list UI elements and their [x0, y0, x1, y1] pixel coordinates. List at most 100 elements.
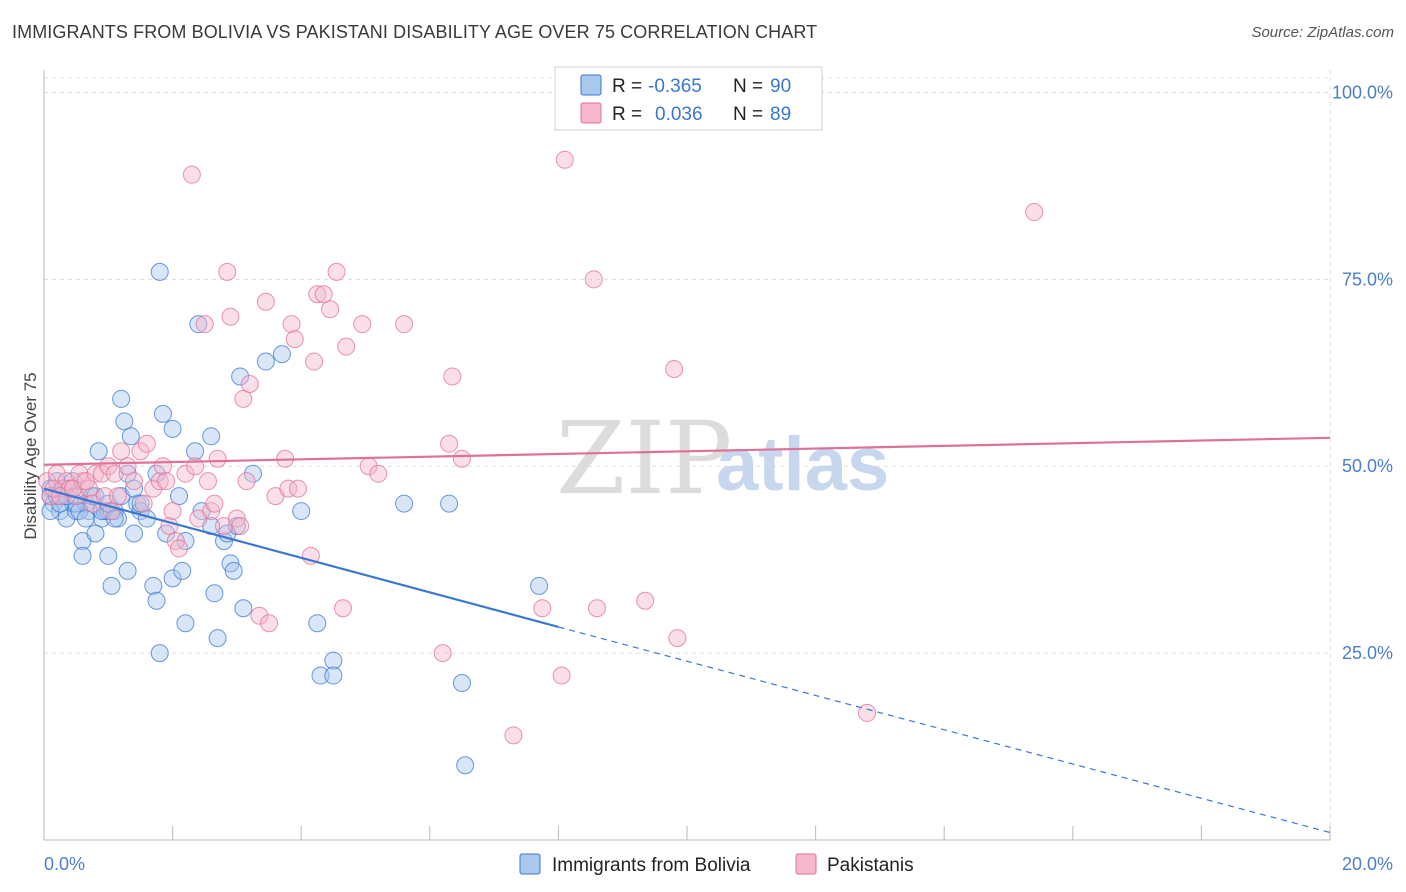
point-0-84 [125, 479, 144, 498]
point-1-53 [279, 479, 298, 498]
point-1-32 [182, 165, 201, 184]
point-0-65 [308, 614, 327, 633]
point-0-28 [118, 561, 137, 580]
point-1-73 [504, 726, 523, 745]
point-1-87 [70, 464, 89, 483]
point-0-86 [51, 494, 70, 513]
point-1-18 [118, 457, 137, 476]
point-1-24 [150, 472, 169, 491]
point-0-69 [395, 494, 414, 513]
trend-line-1 [43, 436, 1331, 466]
legend-n-value-pakistanis: 89 [770, 104, 791, 125]
point-1-78 [587, 599, 606, 618]
point-1-54 [282, 315, 301, 334]
point-0-29 [121, 427, 140, 446]
point-1-65 [353, 315, 372, 334]
y-tick-label-1: 50.0% [1342, 456, 1393, 476]
legend-swatch-pakistanis [580, 102, 602, 124]
watermark-zip: ZIP [556, 400, 732, 517]
point-1-31 [176, 464, 195, 483]
point-0-71 [452, 674, 471, 693]
point-0-38 [150, 262, 169, 281]
point-0-26 [115, 412, 134, 431]
point-1-64 [337, 337, 356, 356]
point-0-34 [144, 576, 163, 595]
point-1-35 [195, 315, 214, 334]
point-1-70 [440, 434, 459, 453]
point-0-57 [224, 561, 243, 580]
point-0-39 [153, 404, 172, 423]
point-1-56 [288, 479, 307, 498]
point-0-68 [324, 666, 343, 685]
point-1-13 [99, 457, 118, 476]
point-1-45 [234, 389, 253, 408]
chart-title: IMMIGRANTS FROM BOLIVIA VS PAKISTANI DIS… [12, 22, 818, 42]
point-0-67 [324, 651, 343, 670]
y-tick-labels: 25.0% 50.0% 75.0% 100.0% [1332, 82, 1393, 663]
trend-line-0 [43, 487, 559, 629]
trend-line-dashed-0 [558, 626, 1331, 834]
point-1-61 [321, 300, 340, 319]
point-0-63 [272, 345, 291, 364]
point-0-30 [125, 524, 144, 543]
watermark: ZIP atlas [556, 400, 889, 517]
point-1-60 [314, 285, 333, 304]
point-1-74 [533, 599, 552, 618]
y-tick-label-0: 25.0% [1342, 643, 1393, 663]
point-1-79 [636, 591, 655, 610]
point-0-42 [163, 569, 182, 588]
legend-n-value-bolivia: 90 [770, 76, 791, 97]
y-tick-label-2: 75.0% [1342, 269, 1393, 289]
point-1-75 [552, 666, 571, 685]
legend-r-value-bolivia: -0.365 [648, 76, 702, 97]
point-0-36 [147, 591, 166, 610]
point-0-44 [173, 561, 192, 580]
point-1-48 [250, 606, 269, 625]
point-0-25 [112, 389, 131, 408]
point-1-42 [221, 307, 240, 326]
x-tick-label-0: 0.0% [44, 854, 85, 874]
series-pakistanis-points [38, 150, 1044, 745]
legend-r-label-pakistanis: R = [612, 104, 642, 125]
point-1-46 [237, 472, 256, 491]
point-0-17 [89, 442, 108, 461]
bottom-legend-label-bolivia: Immigrants from Bolivia [552, 855, 751, 876]
point-1-62 [327, 262, 346, 281]
point-0-62 [256, 352, 275, 371]
point-1-59 [308, 285, 327, 304]
point-0-48 [189, 315, 208, 334]
point-1-39 [208, 449, 227, 468]
point-0-66 [311, 666, 330, 685]
point-1-72 [452, 449, 471, 468]
point-1-20 [131, 442, 150, 461]
legend-n-label-pakistanis: N = [733, 104, 763, 125]
legend-bottom: Immigrants from Bolivia Pakistanis [519, 853, 914, 876]
point-0-60 [234, 599, 253, 618]
point-1-68 [395, 315, 414, 334]
legend-swatch-bolivia [580, 74, 602, 96]
point-1-30 [170, 539, 189, 558]
point-0-16 [86, 524, 105, 543]
point-1-26 [157, 472, 176, 491]
point-1-63 [333, 599, 352, 618]
point-1-33 [186, 457, 205, 476]
point-1-50 [260, 614, 279, 633]
point-1-69 [433, 644, 452, 663]
point-1-28 [163, 502, 182, 521]
bottom-legend-label-pakistanis: Pakistanis [827, 855, 914, 876]
point-0-74 [41, 502, 60, 521]
point-1-36 [198, 472, 217, 491]
point-0-89 [76, 509, 95, 528]
y-tick-label-3: 100.0% [1332, 82, 1393, 102]
point-0-73 [530, 576, 549, 595]
point-0-61 [243, 464, 262, 483]
point-1-80 [665, 360, 684, 379]
point-1-47 [240, 374, 259, 393]
point-1-17 [112, 442, 131, 461]
point-0-64 [292, 502, 311, 521]
point-0-72 [456, 756, 475, 775]
y-axis-label: Disability Age Over 75 [21, 372, 40, 539]
bottom-legend-swatch-pakistanis [795, 853, 817, 875]
point-1-82 [858, 703, 877, 722]
